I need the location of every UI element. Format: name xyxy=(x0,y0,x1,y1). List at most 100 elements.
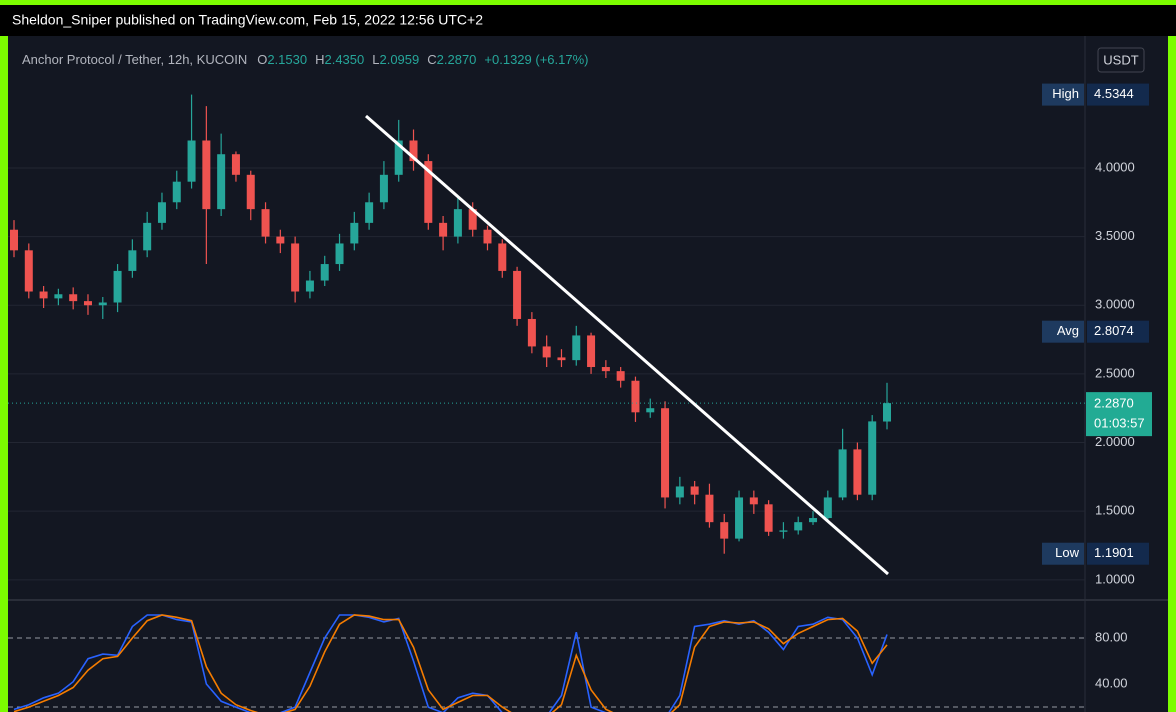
price-label-value: 4.5344 xyxy=(1094,86,1134,101)
candle-body xyxy=(749,497,758,505)
candle-body xyxy=(39,291,48,299)
candle-body xyxy=(54,294,63,299)
candle-body xyxy=(646,408,655,413)
candle-body xyxy=(365,202,374,223)
candle-body xyxy=(542,346,551,358)
price-axis: 1.0000 1.5000 2.0000 2.5000 3.0000 3.5000 4.00… xyxy=(1042,83,1152,690)
candle-body xyxy=(705,494,714,523)
candle-body xyxy=(616,371,625,381)
currency-button[interactable] xyxy=(1097,47,1145,73)
candle-body xyxy=(231,154,240,175)
candle-body xyxy=(720,522,729,539)
candle-body xyxy=(675,486,684,498)
candle-body xyxy=(527,318,536,347)
y-tick-label: 4.0000 xyxy=(1095,159,1135,174)
y-tick-label: 1.0000 xyxy=(1095,571,1135,586)
price-label-value: 1.1901 xyxy=(1094,545,1134,560)
price-label-name: Avg xyxy=(1057,323,1079,338)
candle-body xyxy=(690,486,699,495)
legend-value: 2.0959 xyxy=(379,52,419,67)
candle-body xyxy=(24,250,33,292)
legend-value: 2.4350 xyxy=(324,52,364,67)
price-label-name: Low xyxy=(1055,545,1079,560)
published-text: Sheldon_Sniper published on TradingView.… xyxy=(12,12,483,28)
candle-body xyxy=(794,522,803,531)
candle-body xyxy=(838,449,847,498)
price-label-box xyxy=(1087,320,1149,343)
legend-key: L xyxy=(372,52,379,67)
legend-key: H xyxy=(315,52,324,67)
candle-body xyxy=(305,280,314,292)
currency-label: USDT xyxy=(1103,52,1138,67)
candle-body xyxy=(246,174,255,210)
price-pane xyxy=(8,94,1085,581)
candle-body xyxy=(187,140,196,182)
y-tick-label: 3.0000 xyxy=(1095,297,1135,312)
candle-body xyxy=(217,154,226,210)
candle-body xyxy=(468,209,477,230)
candle-body xyxy=(764,504,773,532)
candle-body xyxy=(823,497,832,519)
candle-body xyxy=(10,229,18,251)
candle-body xyxy=(261,209,270,237)
legend-key: O xyxy=(257,52,267,67)
y-tick-label: 80.00 xyxy=(1095,629,1128,644)
chart-title: Anchor Protocol / Tether, 12h, KUCOIN xyxy=(22,52,247,67)
candle-body xyxy=(631,380,640,413)
last-price-label: 2.2870 xyxy=(1094,396,1134,411)
oscillator-pane xyxy=(8,614,1085,712)
candle-body xyxy=(69,294,78,302)
price-label-value: 2.8074 xyxy=(1094,323,1134,338)
candle-body xyxy=(779,530,788,532)
candle-body xyxy=(557,357,566,361)
legend-value: 2.1530 xyxy=(267,52,307,67)
candle-body xyxy=(83,301,92,306)
candle-body xyxy=(113,270,122,303)
candle-body xyxy=(98,302,107,306)
candle-body xyxy=(661,408,670,498)
candle-body xyxy=(587,335,596,368)
countdown-label: 01:03:57 xyxy=(1094,416,1145,431)
price-label-name: High xyxy=(1052,86,1079,101)
candle-body xyxy=(143,222,152,251)
legend-key: C xyxy=(427,52,436,67)
candle-body xyxy=(320,264,329,281)
price-label-name-box xyxy=(1042,320,1084,343)
y-tick-label: 2.5000 xyxy=(1095,365,1135,380)
candle-body xyxy=(394,140,403,175)
y-tick-label: 3.5000 xyxy=(1095,228,1135,243)
candle-body xyxy=(350,222,359,244)
candle-body xyxy=(291,243,300,292)
candle-body xyxy=(202,140,211,210)
candle-body xyxy=(453,209,462,237)
candle-body xyxy=(439,222,448,237)
legend-change: +0.1329 (+6.17%) xyxy=(484,52,588,67)
candle-body xyxy=(335,243,344,265)
candle-body xyxy=(379,174,388,203)
y-tick-label: 2.0000 xyxy=(1095,434,1135,449)
ohlc-legend: Anchor Protocol / Tether, 12h, KUCOIN O2.… xyxy=(22,52,588,67)
candle-body xyxy=(853,449,862,495)
y-tick-label: 1.5000 xyxy=(1095,503,1135,518)
oscillator-line xyxy=(13,614,888,712)
candle-body xyxy=(498,243,507,271)
candle-body xyxy=(276,236,285,244)
candle-body xyxy=(735,497,744,539)
y-tick-label: 40.00 xyxy=(1095,675,1128,690)
legend-value: 2.2870 xyxy=(437,52,477,67)
last-price-box xyxy=(1086,392,1152,437)
header-bar xyxy=(0,5,1176,36)
price-label-box xyxy=(1087,542,1149,565)
candle-body xyxy=(809,518,818,523)
candle-body xyxy=(409,140,418,162)
candle-body xyxy=(483,229,492,244)
trend-line xyxy=(365,114,889,576)
candle-body xyxy=(157,202,166,223)
candle-body xyxy=(868,421,877,495)
price-label-name-box xyxy=(1042,542,1084,565)
candle-body xyxy=(572,335,581,361)
candle-body xyxy=(883,403,891,422)
candle-body xyxy=(513,270,522,319)
